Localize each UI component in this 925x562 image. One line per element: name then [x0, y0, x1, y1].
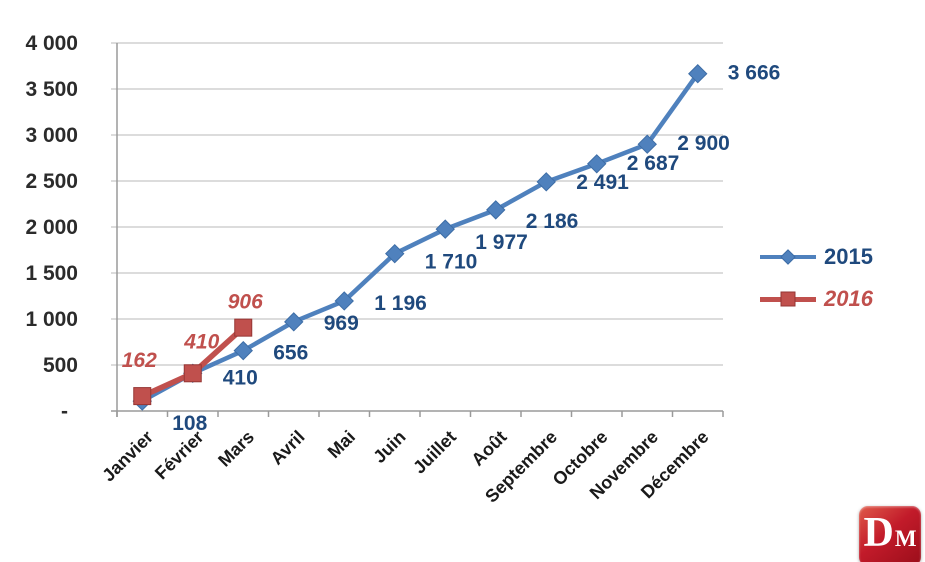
data-label-2015: 2 687: [627, 152, 680, 175]
legend-label-2016: 2016: [824, 286, 873, 311]
series-2015-marker: [385, 243, 405, 264]
x-tick-label: Juillet: [409, 427, 460, 478]
y-tick-label: 3 500: [25, 78, 78, 101]
x-tick-label: Juin: [369, 427, 409, 467]
data-label-2015: 2 491: [576, 171, 629, 194]
square-marker-icon: [780, 291, 796, 307]
data-label-2015: 108: [172, 412, 207, 435]
data-label-2015: 969: [324, 312, 359, 335]
series-2015-marker: [486, 200, 506, 220]
series-2016-marker: [183, 364, 202, 383]
x-tick-label: Janvier: [98, 427, 157, 486]
dm-logo[interactable]: D M: [859, 506, 921, 562]
legend-line-2016-icon: [760, 291, 816, 307]
series-2015-line: [140, 71, 700, 404]
data-label-2015: 3 666: [728, 62, 781, 85]
data-label-2015: 656: [273, 342, 308, 365]
series-2015-marker: [334, 291, 354, 311]
series-2015-marker: [637, 134, 657, 154]
legend-item-2016[interactable]: 2016: [760, 288, 873, 310]
y-tick-label: 1 500: [25, 262, 78, 285]
y-tick-label: 2 500: [25, 170, 78, 193]
y-tick-label: 4 000: [25, 32, 78, 55]
legend-line-2015-icon: [760, 249, 816, 265]
series-2015-marker: [536, 172, 556, 192]
x-tick-label: Mars: [214, 427, 258, 471]
series-2016-marker: [234, 318, 253, 337]
logo-letter-m: M: [894, 526, 917, 551]
data-label-2015: 2 186: [526, 210, 579, 233]
series-2015-marker: [587, 154, 607, 174]
y-tick-label: -: [61, 400, 68, 423]
series-2015-marker: [233, 340, 253, 361]
x-tick-label: Mai: [324, 427, 359, 462]
legend-label-2015: 2015: [824, 244, 873, 269]
series-2015-marker: [284, 312, 304, 332]
y-tick-label: 3 000: [25, 124, 78, 147]
y-tick-label: 2 000: [25, 216, 78, 239]
y-tick-label: 1 000: [25, 308, 78, 331]
data-label-2015: 2 900: [677, 132, 730, 155]
legend-item-2015[interactable]: 2015: [760, 246, 873, 268]
series-2015-marker: [435, 219, 455, 239]
data-label-2016: 906: [228, 291, 263, 314]
data-label-2016: 410: [183, 330, 219, 353]
x-tick-label: Février: [151, 427, 208, 484]
data-label-2015: 410: [223, 366, 258, 389]
data-label-2016: 162: [122, 349, 157, 372]
x-tick-label: Août: [467, 427, 510, 470]
diamond-marker-icon: [780, 249, 796, 265]
logo-letter-d: D: [863, 510, 894, 556]
data-label-2015: 1 977: [475, 231, 528, 254]
chart-legend: 2015 2016: [760, 246, 873, 310]
series-2016-marker: [133, 387, 152, 406]
series-2015-marker: [688, 64, 708, 84]
x-tick-label: Avril: [267, 427, 309, 469]
data-label-2015: 1 710: [425, 251, 478, 274]
data-label-2015: 1 196: [374, 292, 427, 315]
y-tick-label: 500: [43, 354, 78, 377]
